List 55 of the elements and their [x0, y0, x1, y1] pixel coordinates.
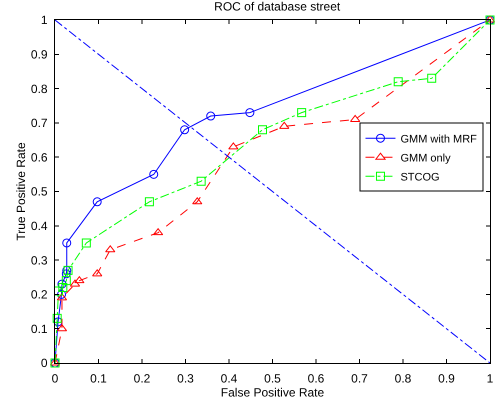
- x-tick-label: 0.4: [220, 371, 238, 386]
- point: [57, 280, 66, 289]
- x-tick-label: 0.8: [394, 371, 412, 386]
- point: [54, 317, 63, 326]
- x-tick-label: 0.5: [264, 371, 282, 386]
- point: [228, 142, 238, 150]
- point: [258, 125, 267, 134]
- point: [350, 114, 360, 122]
- y-tick-label: 0.1: [30, 322, 48, 336]
- point: [427, 74, 436, 83]
- point: [279, 122, 290, 129]
- point: [192, 197, 202, 204]
- y-tick-label: 0.4: [30, 219, 48, 233]
- legend-label: GMM only: [400, 152, 452, 164]
- point: [144, 197, 154, 206]
- point: [92, 197, 102, 206]
- point: [57, 290, 66, 299]
- point: [62, 238, 72, 248]
- point: [196, 176, 206, 186]
- point: [82, 238, 91, 248]
- point: [92, 269, 102, 276]
- legend-label: GMM with MRF: [400, 133, 478, 146]
- point: [394, 77, 403, 86]
- x-tick-label: 0.3: [177, 371, 194, 386]
- point: [52, 314, 62, 323]
- point: [297, 108, 306, 118]
- x-tick-label: 0.1: [90, 371, 108, 386]
- point: [149, 170, 158, 179]
- x-tick-label: 0.7: [351, 371, 368, 386]
- point: [74, 276, 84, 284]
- y-tick-label: 0: [40, 356, 48, 370]
- x-tick-label: 0.6: [308, 371, 325, 386]
- point: [62, 269, 71, 278]
- x-tick-label: 0.9: [438, 371, 456, 386]
- legend-label: STCOG: [400, 171, 440, 184]
- point: [58, 283, 68, 292]
- x-axis-title: False Positive Rate: [220, 385, 325, 400]
- point: [245, 108, 254, 118]
- point: [206, 112, 216, 121]
- y-tick-label: 0.5: [30, 184, 48, 199]
- x-tick-label: 0: [52, 371, 59, 386]
- y-tick-label: 0.8: [30, 82, 48, 96]
- point: [105, 245, 116, 252]
- x-tick-label: 1: [486, 371, 494, 386]
- point: [180, 125, 190, 134]
- chart-title: ROC of database street: [214, 0, 341, 14]
- y-tick-label: 0.7: [30, 116, 48, 130]
- y-tick-label: 0.2: [30, 288, 48, 302]
- x-tick-label: 0.2: [134, 371, 151, 386]
- y-tick-label: 0.6: [30, 150, 48, 164]
- y-axis-title: True Positive Rate: [14, 142, 28, 241]
- y-tick-label: 0.3: [30, 253, 48, 268]
- y-tick-label: 0.9: [30, 48, 48, 62]
- y-tick-label: 1: [40, 13, 48, 28]
- point: [62, 276, 71, 286]
